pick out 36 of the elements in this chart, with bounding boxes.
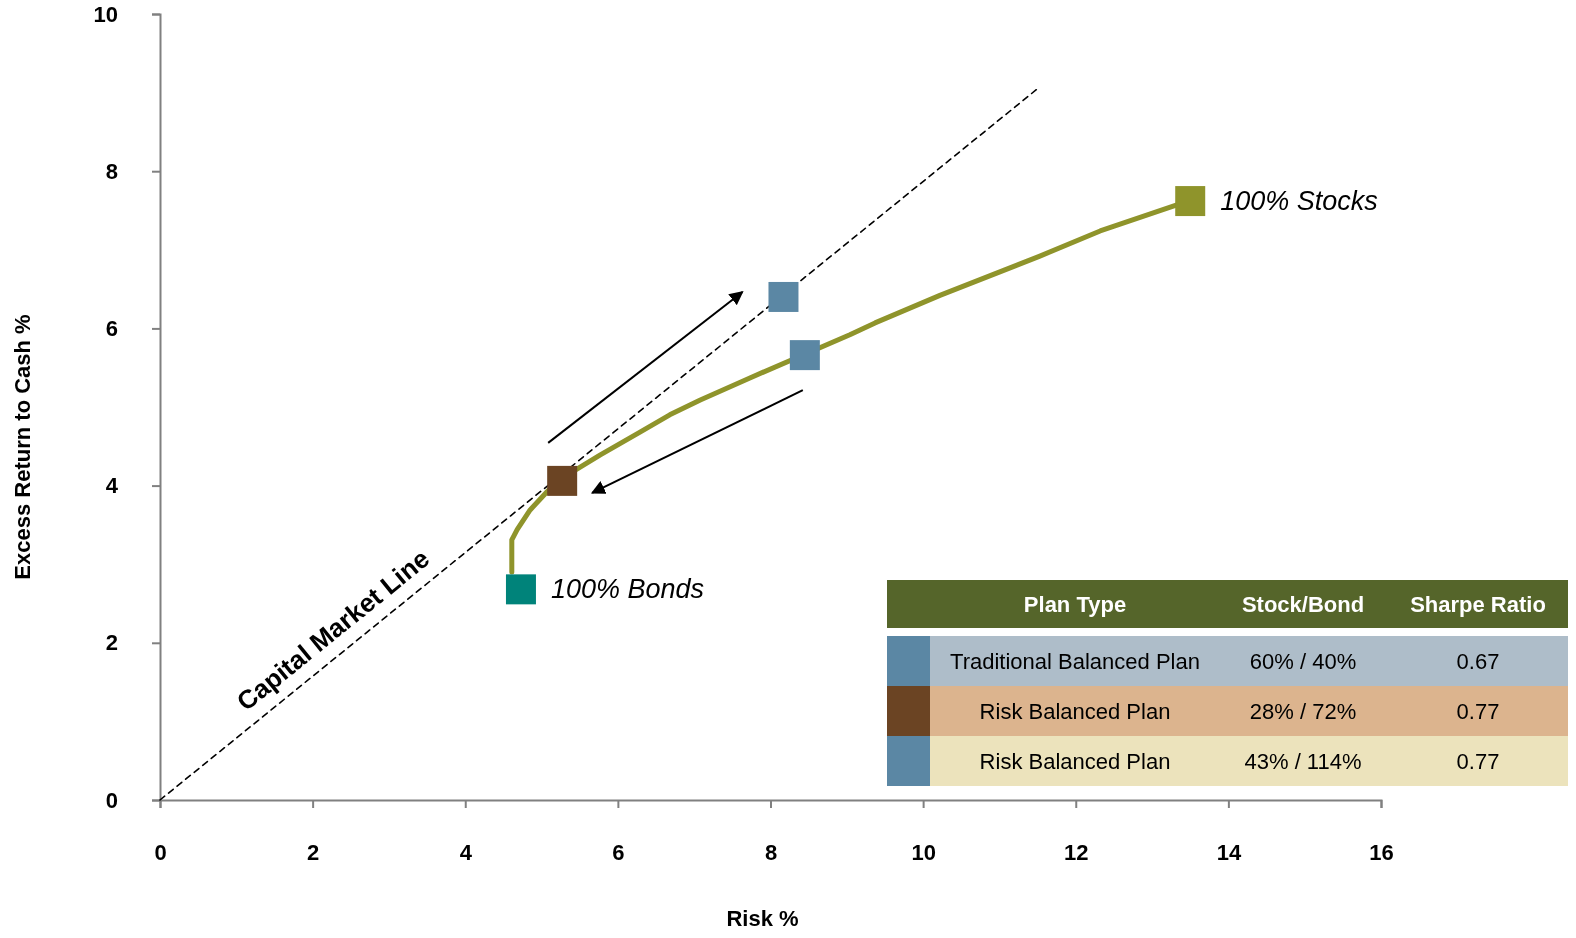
series-label: 100% Bonds	[550, 574, 705, 605]
text: 0.77	[1456, 699, 1500, 724]
series-label: 100% Stocks	[1220, 186, 1378, 217]
y-tick-label: 4	[105, 473, 119, 499]
text: 0.77	[1456, 749, 1500, 774]
annotation: 43% / 114%	[1244, 749, 1362, 774]
x-tick-label: 0	[154, 839, 167, 865]
point	[547, 465, 578, 496]
legend-label: Risk Balanced Plan	[979, 749, 1171, 774]
y-tick-label: 10	[93, 1, 118, 27]
y-tick-label: 0	[105, 787, 118, 813]
text: 0.67	[1456, 649, 1500, 674]
point	[789, 340, 820, 371]
x-tick-label: 2	[307, 839, 320, 865]
legend-label: Traditional Balanced Plan	[950, 649, 1200, 674]
y-tick-label: 8	[105, 158, 118, 184]
x-tick-label: 8	[764, 839, 778, 865]
legend-label: Risk Balanced Plan	[979, 699, 1171, 724]
annotation: 60% / 40%	[1249, 649, 1357, 674]
x-tick-label: 12	[1064, 839, 1089, 865]
annotation: Stock/Bond	[1241, 592, 1365, 617]
x-tick-label: 4	[459, 839, 473, 865]
y-tick-label: 6	[105, 315, 118, 341]
x-tick-label: 16	[1369, 839, 1394, 865]
y-tick-label: 2	[105, 630, 118, 656]
x-tick-label: 10	[911, 839, 936, 865]
point	[505, 574, 536, 605]
legend-title: Plan Type	[1023, 592, 1127, 617]
x-axis-title: Risk %	[726, 906, 799, 931]
point	[768, 281, 799, 312]
point	[1175, 186, 1206, 217]
annotation: 28% / 72%	[1249, 699, 1357, 724]
y-axis-title: Excess Return to Cash %	[10, 314, 35, 580]
text: Sharpe Ratio	[1410, 592, 1546, 617]
x-tick-label: 6	[612, 839, 625, 865]
x-tick-label: 14	[1216, 839, 1242, 865]
